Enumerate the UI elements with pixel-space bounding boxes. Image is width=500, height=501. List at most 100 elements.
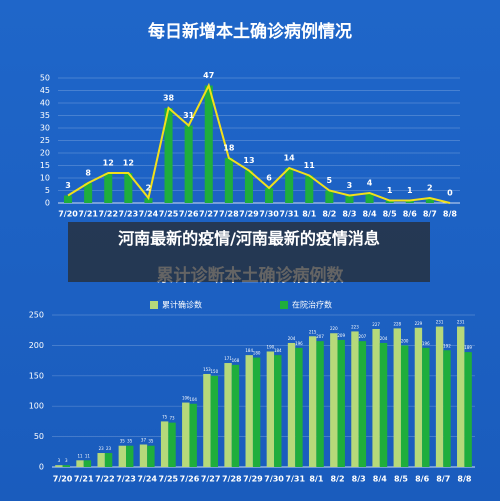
bar <box>189 403 197 467</box>
data-label: 196 <box>422 341 430 346</box>
bar <box>126 445 134 467</box>
bar <box>425 198 434 203</box>
data-label: 231 <box>457 320 465 325</box>
data-label: 8 <box>85 169 91 178</box>
data-label: 106 <box>182 396 190 401</box>
data-label: 11 <box>304 161 316 170</box>
bar <box>83 460 92 467</box>
x-tick-label: 8/1 <box>309 475 323 484</box>
bar <box>97 453 105 467</box>
bar <box>400 345 409 467</box>
bar <box>104 173 113 203</box>
bar <box>184 125 193 203</box>
data-label: 38 <box>163 94 175 103</box>
data-label: 204 <box>288 336 296 341</box>
bar <box>305 175 314 203</box>
x-tick-label: 7/23 <box>119 210 139 219</box>
data-label: 2 <box>146 184 152 193</box>
data-label: 184 <box>245 348 253 353</box>
bar <box>84 183 93 203</box>
bar <box>316 341 324 467</box>
bar <box>118 445 127 467</box>
x-tick-label: 8/6 <box>415 475 429 484</box>
x-tick-label: 7/31 <box>279 210 299 219</box>
caption: 河南最新的疫情/河南最新的疫情消息 <box>68 222 430 282</box>
data-label: 184 <box>274 348 282 353</box>
data-label: 35 <box>127 439 133 444</box>
x-tick-label: 8/4 <box>363 210 377 219</box>
x-tick-label: 7/24 <box>137 475 157 484</box>
y-tick-label: 15 <box>40 161 50 170</box>
x-tick-label: 7/27 <box>201 475 221 484</box>
legend-label: 累计确诊数 <box>162 300 202 310</box>
y-tick-label: 30 <box>40 124 50 133</box>
data-label: 204 <box>380 336 388 341</box>
bar <box>203 373 211 467</box>
y-tick-label: 0 <box>45 199 50 208</box>
bar <box>457 326 465 467</box>
data-label: 18 <box>223 144 235 153</box>
data-label: 171 <box>224 356 232 361</box>
data-label: 4 <box>367 179 373 188</box>
y-tick-label: 35 <box>40 111 50 120</box>
data-label: 215 <box>309 329 317 334</box>
x-tick-label: 8/5 <box>394 475 408 484</box>
bar <box>385 200 394 203</box>
data-label: 11 <box>85 453 91 458</box>
bar <box>224 363 232 467</box>
bar <box>295 347 303 467</box>
data-label: 220 <box>330 326 338 331</box>
y-tick-label: 10 <box>40 174 50 183</box>
y-tick-label: 200 <box>29 341 44 350</box>
x-tick-label: 7/31 <box>285 475 305 484</box>
x-tick-label: 8/5 <box>383 210 397 219</box>
bar <box>414 327 423 467</box>
x-tick-label: 8/8 <box>443 210 457 219</box>
data-label: 209 <box>337 333 345 338</box>
bar <box>325 190 334 203</box>
data-label: 223 <box>351 324 359 329</box>
bar <box>245 355 253 467</box>
data-label: 5 <box>327 176 333 185</box>
bar <box>164 108 173 203</box>
x-tick-label: 7/25 <box>159 475 179 484</box>
bar <box>62 465 70 467</box>
bar <box>422 347 430 467</box>
bar <box>405 200 414 203</box>
x-tick-label: 7/28 <box>222 475 242 484</box>
legend-label: 在院治疗数 <box>292 300 332 310</box>
x-tick-label: 8/6 <box>403 210 417 219</box>
data-label: 196 <box>295 341 303 346</box>
bar <box>265 188 274 203</box>
x-tick-label: 8/3 <box>352 475 366 484</box>
x-tick-label: 8/3 <box>342 210 356 219</box>
data-label: 192 <box>443 343 451 348</box>
bar <box>55 465 63 467</box>
y-tick-label: 40 <box>40 99 50 108</box>
x-tick-label: 7/20 <box>58 210 78 219</box>
bar <box>64 195 73 203</box>
data-label: 228 <box>393 321 401 326</box>
x-tick-label: 8/2 <box>330 475 344 484</box>
data-label: 1 <box>407 186 413 195</box>
x-tick-label: 8/1 <box>302 210 316 219</box>
data-label: 14 <box>284 154 296 163</box>
data-label: 23 <box>106 446 112 451</box>
data-label: 2 <box>427 184 433 193</box>
bar <box>168 422 176 467</box>
x-tick-label: 7/20 <box>53 475 73 484</box>
bar <box>351 331 359 467</box>
bar <box>435 326 444 467</box>
x-tick-label: 8/7 <box>436 475 450 484</box>
data-label: 35 <box>148 439 154 444</box>
bar <box>160 421 169 467</box>
bar <box>287 342 296 467</box>
bar <box>285 168 294 203</box>
data-label: 207 <box>359 334 367 339</box>
x-tick-label: 7/21 <box>78 210 98 219</box>
data-label: 190 <box>267 344 275 349</box>
bar <box>266 351 275 467</box>
x-tick-label: 7/25 <box>159 210 179 219</box>
bar <box>393 328 401 467</box>
